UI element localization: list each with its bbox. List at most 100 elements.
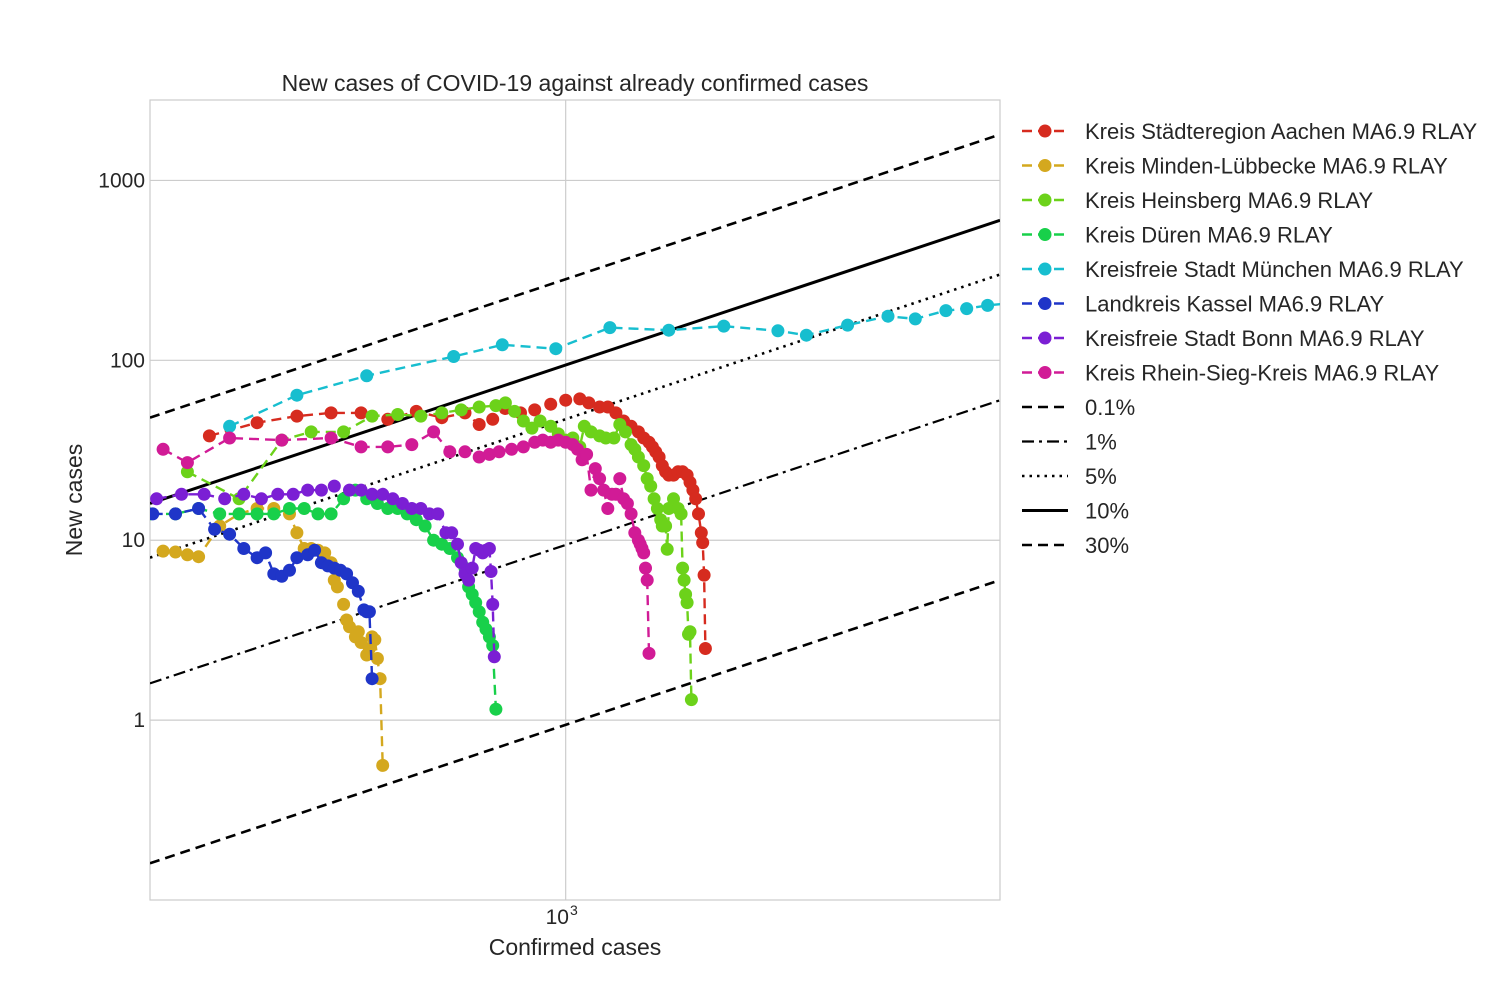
data-point <box>637 546 651 560</box>
legend-entry-landkreis-kassel-ma6-9-rlay: Landkreis Kassel MA6.9 RLAY <box>1022 292 1385 317</box>
legend-label: 1% <box>1085 430 1117 455</box>
data-point <box>330 580 344 594</box>
data-point <box>192 502 206 515</box>
data-point <box>465 561 479 575</box>
data-point <box>981 298 995 312</box>
data-point <box>418 519 432 533</box>
data-point <box>271 487 285 501</box>
legend-entry-kreisfreie-stadt-bonn-ma6-9-rlay: Kreisfreie Stadt Bonn MA6.9 RLAY <box>1022 326 1425 351</box>
data-point <box>354 406 368 420</box>
data-point <box>601 502 615 515</box>
data-point <box>677 573 691 587</box>
legend-entry-0-1: 0.1% <box>1022 395 1135 420</box>
series-kreis-rhein-sieg-kreis-ma6-9-rlay <box>156 425 656 660</box>
data-point <box>290 526 304 540</box>
legend-entry-kreis-heinsberg-ma6-9-rlay: Kreis Heinsberg MA6.9 RLAY <box>1022 188 1373 213</box>
reference-lines <box>150 133 1000 865</box>
series-group <box>150 298 1000 772</box>
data-point <box>223 419 237 433</box>
data-point <box>549 342 563 356</box>
y-tick-label: 1000 <box>98 169 145 192</box>
data-point <box>175 487 188 501</box>
data-point <box>283 563 296 577</box>
series-line <box>150 488 498 710</box>
data-point <box>559 393 573 407</box>
data-point <box>960 302 974 316</box>
data-point <box>472 450 486 464</box>
legend-marker <box>1038 193 1052 207</box>
data-point <box>445 526 459 540</box>
data-point <box>337 425 351 439</box>
data-point <box>354 483 368 497</box>
data-point <box>314 483 328 497</box>
data-point <box>508 404 522 418</box>
data-point <box>311 507 325 521</box>
data-point <box>365 672 379 686</box>
data-point <box>516 414 530 428</box>
data-point <box>486 639 500 652</box>
data-point <box>676 561 690 575</box>
data-point <box>799 328 813 342</box>
y-tick-label: 10 <box>122 529 145 552</box>
data-point <box>370 652 384 665</box>
data-point <box>297 502 311 515</box>
legend-entry-kreisfreie-stadt-m-nchen-ma6-9-rlay: Kreisfreie Stadt München MA6.9 RLAY <box>1022 257 1464 282</box>
x-axis-label: Confirmed cases <box>489 934 662 960</box>
data-point <box>267 507 281 521</box>
data-point <box>492 445 506 459</box>
legend-entry-kreis-minden-l-bbecke-ma6-9-rlay: Kreis Minden-Lübbecke MA6.9 RLAY <box>1022 154 1448 179</box>
data-point <box>613 472 627 486</box>
data-point <box>237 487 251 501</box>
data-point <box>435 406 449 420</box>
data-point <box>169 545 182 559</box>
data-point <box>908 312 922 326</box>
legend-entry-kreis-st-dteregion-aachen-ma6-9-rlay: Kreis Städteregion Aachen MA6.9 RLAY <box>1022 119 1477 144</box>
series-kreisfreie-stadt-bonn-ma6-9-rlay <box>150 479 501 664</box>
data-point <box>620 497 634 510</box>
data-point <box>624 507 638 521</box>
data-point <box>451 537 464 551</box>
data-point <box>308 543 322 557</box>
data-point <box>939 304 953 318</box>
data-point <box>644 479 658 493</box>
data-point <box>169 507 182 521</box>
data-point <box>427 425 441 439</box>
data-point <box>717 319 731 333</box>
data-point <box>603 321 617 335</box>
data-point <box>376 487 390 501</box>
data-point <box>381 440 395 454</box>
data-point <box>208 522 222 536</box>
data-point <box>609 406 623 420</box>
grid <box>150 100 1000 900</box>
data-point <box>351 625 365 639</box>
legend-marker <box>1038 297 1052 310</box>
data-point <box>354 440 368 454</box>
data-point <box>692 507 705 521</box>
data-point <box>607 431 621 445</box>
data-point <box>304 425 318 439</box>
data-point <box>223 527 237 541</box>
y-axis-label: New cases <box>61 444 87 556</box>
data-point <box>639 561 652 575</box>
data-point <box>197 487 211 501</box>
data-point <box>180 548 194 562</box>
data-point <box>218 492 232 506</box>
y-tick-label: 100 <box>110 349 145 372</box>
data-point <box>360 369 374 383</box>
chart-title: New cases of COVID-19 against already co… <box>282 70 869 96</box>
data-point <box>454 403 468 417</box>
data-point <box>405 502 419 515</box>
data-point <box>487 650 501 664</box>
data-point <box>391 408 405 421</box>
data-point <box>431 507 445 521</box>
data-point <box>472 400 486 414</box>
data-point <box>290 551 304 565</box>
data-point <box>689 492 703 506</box>
legend-label: Kreis Heinsberg MA6.9 RLAY <box>1085 188 1373 213</box>
data-point <box>694 526 708 540</box>
data-point <box>667 492 680 506</box>
data-point <box>528 403 542 417</box>
legend-marker <box>1038 228 1052 241</box>
data-point <box>180 456 194 470</box>
